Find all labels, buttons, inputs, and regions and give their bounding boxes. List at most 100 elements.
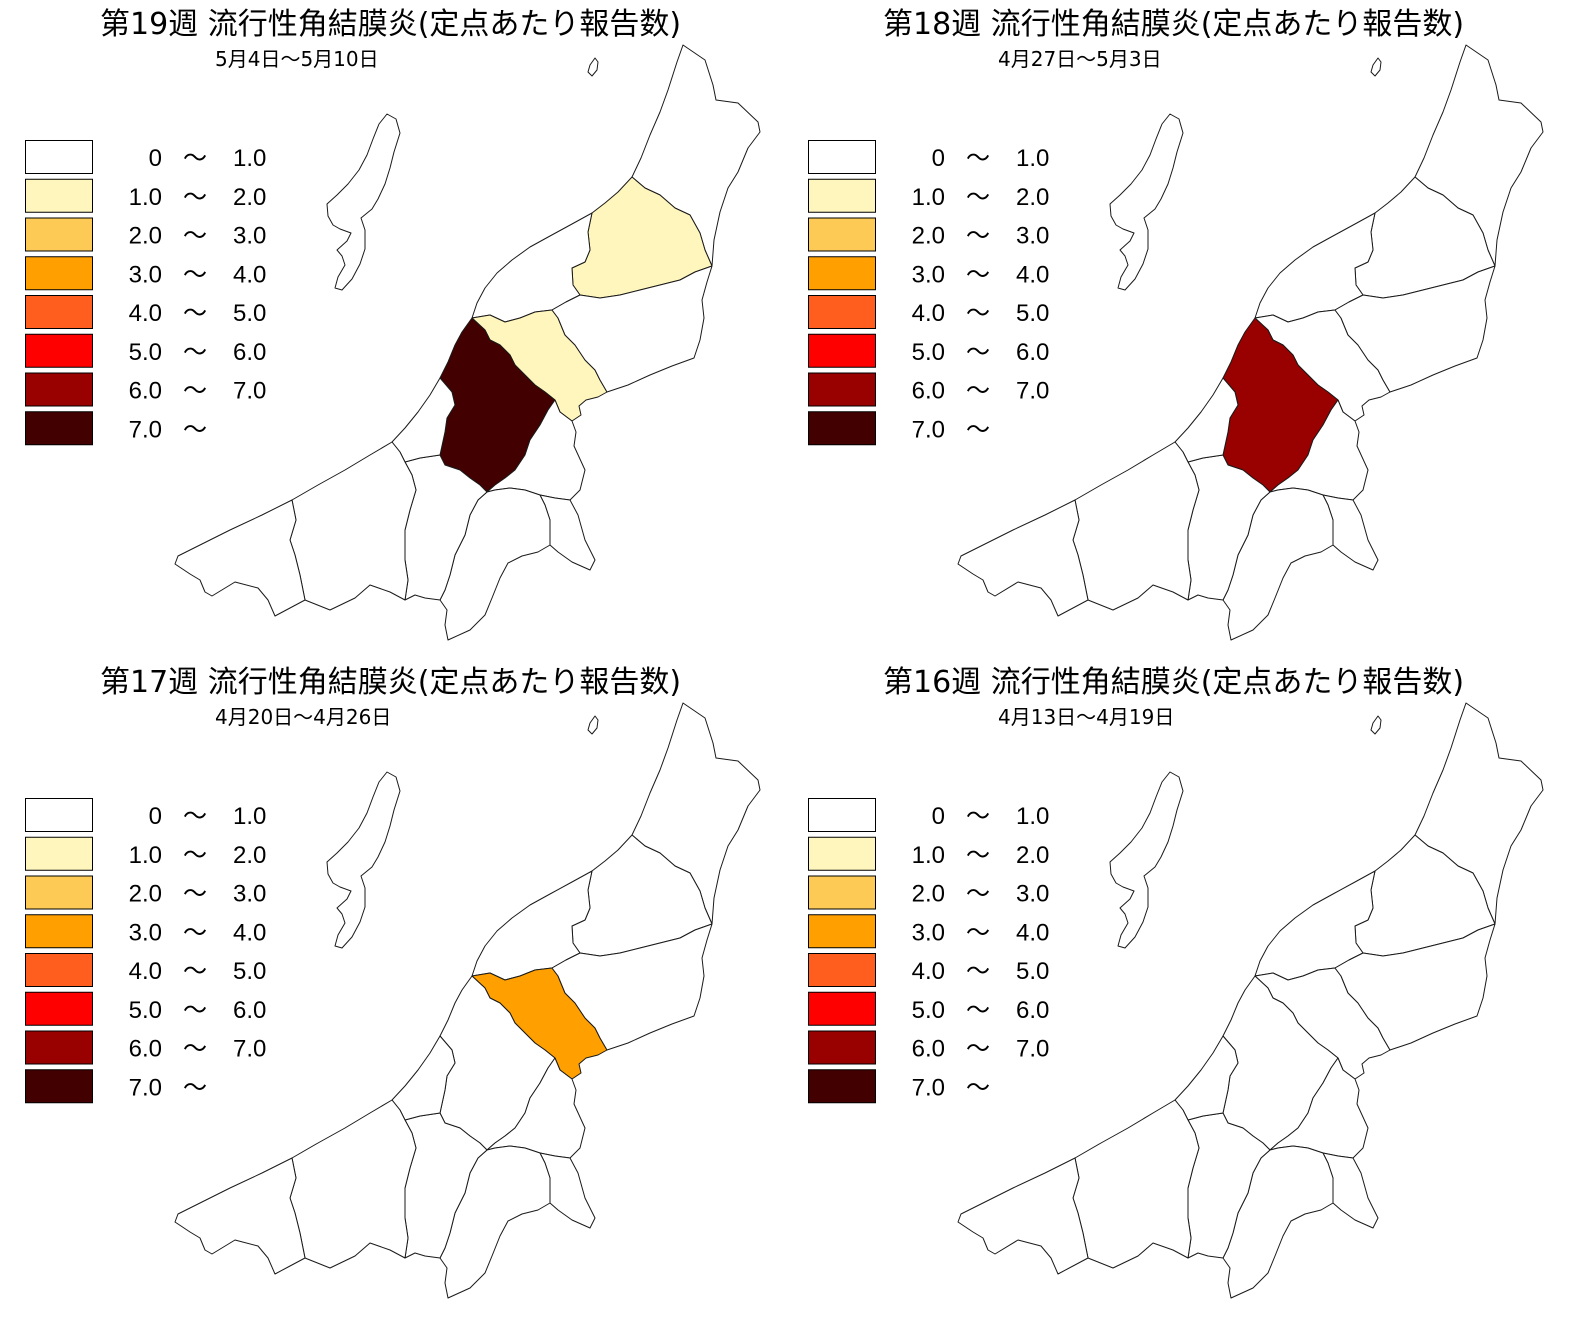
legend-swatch — [808, 1030, 876, 1065]
legend-high: 5.0 — [233, 300, 266, 327]
legend-separator: ～ — [183, 261, 207, 288]
map-region — [326, 771, 401, 949]
legend-row: 0 ～ 1.0 — [808, 798, 1049, 832]
legend-separator: ～ — [966, 300, 990, 327]
legend-row: 2.0 ～ 3.0 — [25, 875, 266, 910]
legend-row: 1.0 ～ 2.0 — [25, 178, 266, 213]
legend-separator: ～ — [183, 958, 207, 985]
legend-high: 7.0 — [1016, 378, 1049, 405]
legend-swatch — [808, 991, 876, 1026]
legend-row: 5.0 ～ 6.0 — [25, 333, 266, 368]
legend-low: 5.0 — [129, 997, 162, 1024]
legend-low: 4.0 — [129, 958, 162, 985]
legend-high: 6.0 — [233, 997, 266, 1024]
legend-high: 4.0 — [1016, 261, 1049, 288]
legend-low: 1.0 — [912, 842, 945, 869]
legend-low: 0 — [932, 145, 945, 172]
legend-row: 4.0 ～ 5.0 — [808, 953, 1049, 987]
legend-swatch — [808, 914, 876, 949]
map-region — [957, 499, 1089, 617]
legend-swatch — [808, 953, 876, 987]
legend-high: 2.0 — [1016, 184, 1049, 211]
legend-row: 5.0 ～ 6.0 — [25, 991, 266, 1026]
legend-high: 4.0 — [1016, 919, 1049, 946]
legend-high: 6.0 — [1016, 339, 1049, 366]
legend-separator: ～ — [966, 378, 990, 405]
map-region — [289, 441, 417, 611]
prefecture-map — [174, 44, 761, 641]
legend-separator: ～ — [966, 261, 990, 288]
legend-row: 4.0 ～ 5.0 — [25, 953, 266, 987]
legend-low: 2.0 — [129, 881, 162, 908]
map-region — [174, 499, 306, 617]
legend-high: 6.0 — [1016, 997, 1049, 1024]
map-region — [1109, 771, 1184, 949]
panel-title: 第16週 流行性角結膜炎(定点あたり報告数) — [883, 665, 1464, 700]
map-region — [326, 113, 401, 291]
date-range: 4月20日～4月26日 — [215, 705, 391, 729]
legend-separator: ～ — [966, 1074, 990, 1101]
legend-high: 3.0 — [1016, 881, 1049, 908]
legend-row: 6.0 ～ 7.0 — [808, 372, 1049, 407]
legend-separator: ～ — [966, 223, 990, 250]
legend-row: 6.0 ～ 7.0 — [808, 1030, 1049, 1065]
legend-high: 2.0 — [233, 184, 266, 211]
legend-separator: ～ — [183, 803, 207, 830]
panel-title: 第19週 流行性角結膜炎(定点あたり報告数) — [100, 7, 681, 42]
legend-low: 0 — [149, 145, 162, 172]
legend-low: 6.0 — [912, 1036, 945, 1063]
legend-swatch — [808, 411, 876, 446]
legend-high: 6.0 — [233, 339, 266, 366]
legend-row: 2.0 ～ 3.0 — [808, 217, 1049, 252]
legend-separator: ～ — [183, 145, 207, 172]
legend-separator: ～ — [183, 842, 207, 869]
legend-low: 2.0 — [912, 223, 945, 250]
legend-separator: ～ — [966, 997, 990, 1024]
legend-row: 5.0 ～ 6.0 — [808, 333, 1049, 368]
legend-separator: ～ — [183, 919, 207, 946]
legend-row: 0 ～ 1.0 — [808, 140, 1049, 174]
legend-low: 3.0 — [129, 261, 162, 288]
map-region — [587, 715, 599, 735]
legend-separator: ～ — [966, 145, 990, 172]
legend-row: 6.0 ～ 7.0 — [25, 1030, 266, 1065]
legend-high: 7.0 — [233, 1036, 266, 1063]
map-region — [391, 377, 456, 463]
legend-separator: ～ — [966, 842, 990, 869]
legend-high: 3.0 — [233, 881, 266, 908]
legend-row: 4.0 ～ 5.0 — [25, 295, 266, 329]
legend-swatch — [808, 333, 876, 368]
legend-low: 3.0 — [912, 261, 945, 288]
legend-swatch — [25, 295, 93, 329]
legend-swatch — [25, 333, 93, 368]
map-region — [1370, 57, 1382, 77]
map-region — [1072, 1099, 1200, 1269]
legend-low: 4.0 — [912, 958, 945, 985]
legend-row: 0 ～ 1.0 — [25, 798, 266, 832]
legend-low: 5.0 — [129, 339, 162, 366]
legend: 0 ～ 1.01.0 ～ 2.02.0 ～ 3.03.0 ～ 4.04.0 ～ 5.05.0 ～ 6.0… — [808, 140, 1049, 446]
legend-swatch — [808, 875, 876, 910]
map-region — [1370, 715, 1382, 735]
legend-high: 1.0 — [233, 145, 266, 172]
legend-row: 3.0 ～ 4.0 — [808, 914, 1049, 949]
legend-separator: ～ — [183, 416, 207, 443]
prefecture-map — [957, 702, 1544, 1299]
legend-low: 6.0 — [912, 378, 945, 405]
date-range: 4月27日～5月3日 — [998, 47, 1162, 71]
legend-row: 7.0 ～ — [808, 1069, 990, 1104]
legend-high: 3.0 — [233, 223, 266, 250]
map-region — [391, 1035, 456, 1121]
map-region — [1109, 113, 1184, 291]
legend-swatch — [25, 178, 93, 213]
legend-low: 3.0 — [912, 919, 945, 946]
panel-title: 第18週 流行性角結膜炎(定点あたり報告数) — [883, 7, 1464, 42]
legend-row: 5.0 ～ 6.0 — [808, 991, 1049, 1026]
legend-swatch — [808, 256, 876, 291]
legend-separator: ～ — [183, 223, 207, 250]
legend-low: 0 — [932, 803, 945, 830]
